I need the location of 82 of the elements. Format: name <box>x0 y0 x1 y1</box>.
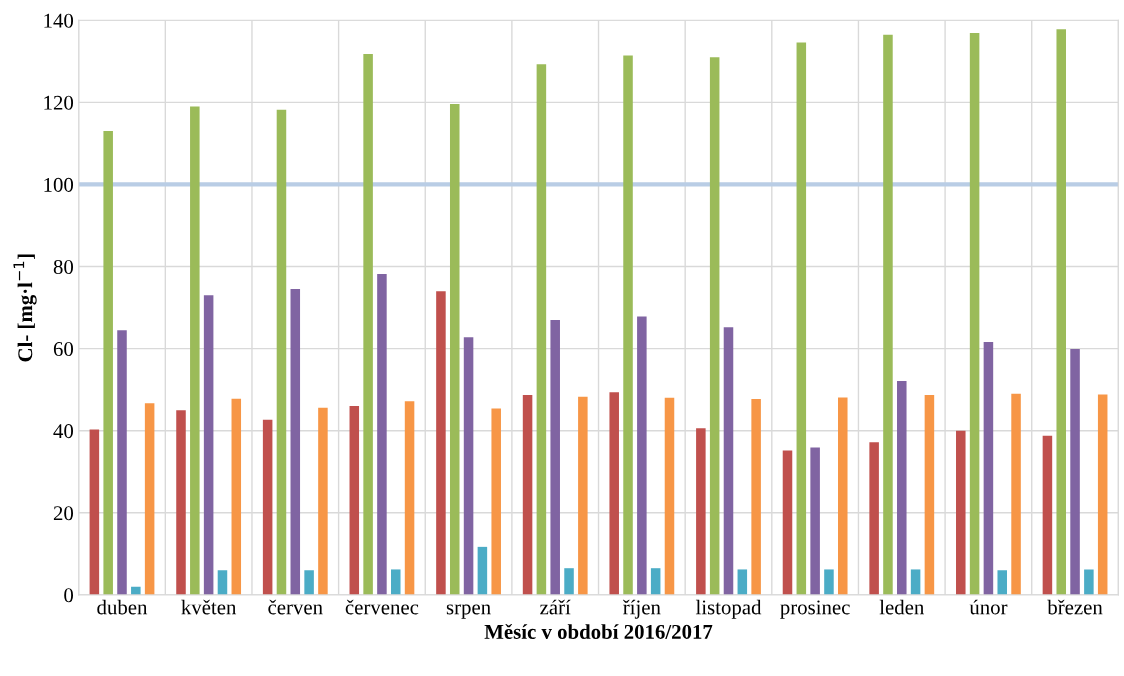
bar <box>349 406 360 595</box>
x-tick-label: srpen <box>446 604 491 619</box>
y-tick-label: 40 <box>53 424 74 439</box>
bar <box>318 407 328 595</box>
y-tick-label: 20 <box>53 506 74 521</box>
bar <box>897 381 907 595</box>
bar <box>637 316 647 595</box>
bar <box>390 569 401 595</box>
y-tick-label: 80 <box>53 259 74 274</box>
bar <box>217 570 228 595</box>
bar <box>103 131 113 595</box>
bar <box>463 337 474 595</box>
bar <box>650 568 661 595</box>
bar <box>550 319 560 595</box>
bar <box>231 398 242 595</box>
x-tick-label: listopad <box>695 599 762 619</box>
bar <box>782 450 793 595</box>
bar <box>1070 349 1080 595</box>
x-tick-label: květen <box>181 599 237 615</box>
x-axis-title: Měsíc v období 2016/2017 <box>484 623 713 639</box>
bar <box>190 106 200 595</box>
bar <box>436 291 446 595</box>
bar <box>883 34 893 595</box>
y-tick-label: 0 <box>64 588 74 603</box>
bar <box>737 569 748 595</box>
bar <box>276 109 287 595</box>
x-tick-label: červenec <box>345 599 419 615</box>
bar <box>664 397 675 595</box>
bar <box>131 586 141 595</box>
bar <box>262 419 273 595</box>
bar <box>709 57 720 595</box>
bar <box>404 401 415 595</box>
bar <box>1097 394 1108 595</box>
bar <box>838 397 848 595</box>
bar <box>144 403 155 595</box>
x-tick-label: říjen <box>622 599 661 619</box>
bar <box>997 570 1007 595</box>
bar <box>924 395 935 595</box>
bar <box>1011 393 1021 595</box>
bar <box>910 569 921 595</box>
bar <box>751 399 761 595</box>
bar <box>696 428 706 595</box>
y-tick-label: 60 <box>53 342 74 357</box>
bar <box>609 392 619 595</box>
bar <box>290 289 301 595</box>
x-tick-label: červen <box>268 599 323 615</box>
x-tick-label: prosinec <box>780 600 850 619</box>
bar <box>623 55 633 595</box>
bar <box>1056 29 1067 595</box>
bar <box>304 570 314 595</box>
x-tick-label: březen <box>1047 599 1103 615</box>
bar <box>89 429 100 595</box>
bar <box>363 53 373 595</box>
bar <box>578 396 588 595</box>
bar <box>176 410 186 595</box>
bar <box>796 42 807 595</box>
bar <box>536 64 547 595</box>
bar <box>983 342 994 595</box>
bar <box>969 33 980 595</box>
y-tick-label: 120 <box>44 95 74 110</box>
bar <box>1042 435 1053 595</box>
bar <box>491 408 501 595</box>
bar <box>1084 569 1094 595</box>
bar <box>956 430 966 595</box>
bar <box>824 569 834 595</box>
y-tick-label: 100 <box>44 177 74 192</box>
bar <box>203 295 214 595</box>
bar <box>869 442 879 595</box>
bar <box>522 395 533 595</box>
x-tick-label: duben <box>97 599 148 615</box>
x-tick-label: únor <box>969 599 1008 615</box>
x-tick-label: leden <box>879 599 925 615</box>
y-axis-title: Cl- [mg·l$^{−1}$] <box>13 254 37 362</box>
bar <box>723 327 734 595</box>
bar <box>564 568 574 595</box>
y-tick-label: 140 <box>44 13 74 28</box>
x-tick-label: září <box>540 599 571 615</box>
bar <box>377 273 387 595</box>
bar <box>117 330 127 595</box>
bar <box>810 447 820 595</box>
bar <box>449 104 460 595</box>
bar <box>477 546 488 595</box>
